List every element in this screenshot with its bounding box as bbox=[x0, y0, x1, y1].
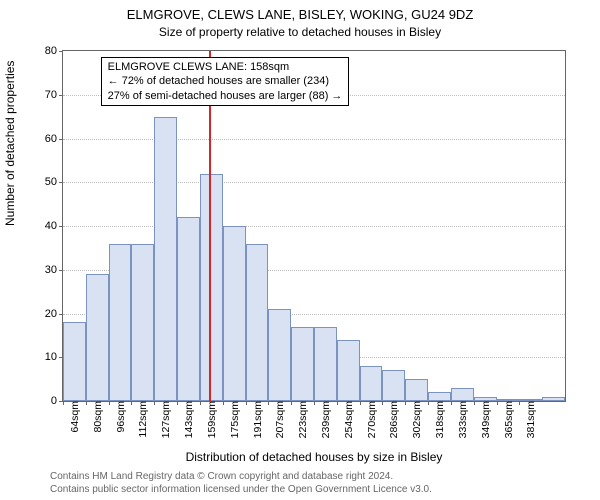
y-axis-label: Number of detached properties bbox=[3, 61, 17, 226]
annotation-line: ← 72% of detached houses are smaller (23… bbox=[108, 74, 343, 88]
histogram-bar bbox=[86, 274, 109, 401]
x-tick-mark bbox=[497, 401, 498, 405]
y-tick-label: 30 bbox=[45, 264, 63, 276]
x-tick-label: 318sqm bbox=[432, 401, 446, 438]
footer-line-1: Contains HM Land Registry data © Crown c… bbox=[50, 471, 570, 484]
gridline bbox=[63, 139, 565, 140]
histogram-bar bbox=[405, 379, 428, 401]
x-tick-mark bbox=[63, 401, 64, 405]
histogram-bar bbox=[268, 309, 291, 401]
histogram-bar bbox=[177, 217, 200, 401]
x-tick-mark bbox=[382, 401, 383, 405]
x-tick-label: 302sqm bbox=[409, 401, 423, 438]
x-tick-label: 159sqm bbox=[204, 401, 218, 438]
x-tick-label: 191sqm bbox=[250, 401, 264, 438]
x-tick-label: 207sqm bbox=[272, 401, 286, 438]
x-tick-mark bbox=[86, 401, 87, 405]
x-tick-mark bbox=[451, 401, 452, 405]
x-tick-label: 112sqm bbox=[135, 401, 149, 438]
x-tick-label: 349sqm bbox=[478, 401, 492, 438]
x-tick-mark bbox=[519, 401, 520, 405]
gridline bbox=[63, 182, 565, 183]
x-tick-label: 96sqm bbox=[113, 401, 127, 433]
x-tick-label: 143sqm bbox=[181, 401, 195, 438]
x-tick-mark bbox=[428, 401, 429, 405]
x-tick-mark bbox=[268, 401, 269, 405]
x-tick-mark bbox=[405, 401, 406, 405]
x-tick-mark bbox=[177, 401, 178, 405]
annotation-line: 27% of semi-detached houses are larger (… bbox=[108, 89, 343, 103]
annotation-box: ELMGROVE CLEWS LANE: 158sqm← 72% of deta… bbox=[101, 57, 350, 106]
histogram-bar bbox=[382, 370, 405, 401]
x-tick-mark bbox=[223, 401, 224, 405]
histogram-bar bbox=[337, 340, 360, 401]
histogram-bar bbox=[200, 174, 223, 402]
histogram-bar bbox=[542, 397, 565, 401]
histogram-bar bbox=[246, 244, 269, 402]
x-tick-label: 333sqm bbox=[455, 401, 469, 438]
histogram-bar bbox=[314, 327, 337, 401]
x-tick-label: 365sqm bbox=[501, 401, 515, 438]
x-tick-mark bbox=[131, 401, 132, 405]
x-tick-mark bbox=[337, 401, 338, 405]
histogram-bar bbox=[428, 392, 451, 401]
histogram-bar bbox=[131, 244, 154, 402]
gridline bbox=[63, 226, 565, 227]
histogram-bar bbox=[291, 327, 314, 401]
y-tick-label: 60 bbox=[45, 133, 63, 145]
x-tick-label: 127sqm bbox=[158, 401, 172, 438]
histogram-bar bbox=[360, 366, 383, 401]
y-tick-label: 80 bbox=[45, 45, 63, 57]
x-tick-label: 239sqm bbox=[318, 401, 332, 438]
histogram-bar bbox=[223, 226, 246, 401]
x-tick-label: 223sqm bbox=[295, 401, 309, 438]
histogram-bar bbox=[109, 244, 132, 402]
y-tick-label: 0 bbox=[51, 395, 63, 407]
footer-text: Contains HM Land Registry data © Crown c… bbox=[50, 471, 570, 496]
x-tick-label: 254sqm bbox=[341, 401, 355, 438]
histogram-bar bbox=[451, 388, 474, 401]
chart-title: ELMGROVE, CLEWS LANE, BISLEY, WOKING, GU… bbox=[0, 0, 600, 24]
y-tick-label: 10 bbox=[45, 351, 63, 363]
y-tick-label: 40 bbox=[45, 220, 63, 232]
x-axis-label: Distribution of detached houses by size … bbox=[62, 450, 566, 464]
x-tick-label: 286sqm bbox=[386, 401, 400, 438]
x-tick-label: 64sqm bbox=[67, 401, 81, 433]
x-tick-label: 80sqm bbox=[90, 401, 104, 433]
chart-container: ELMGROVE, CLEWS LANE, BISLEY, WOKING, GU… bbox=[0, 0, 600, 500]
x-tick-mark bbox=[109, 401, 110, 405]
x-tick-label: 270sqm bbox=[364, 401, 378, 438]
y-tick-label: 20 bbox=[45, 308, 63, 320]
y-tick-label: 50 bbox=[45, 176, 63, 188]
x-tick-mark bbox=[200, 401, 201, 405]
x-tick-mark bbox=[474, 401, 475, 405]
x-tick-mark bbox=[314, 401, 315, 405]
x-tick-mark bbox=[360, 401, 361, 405]
x-tick-mark bbox=[291, 401, 292, 405]
x-tick-label: 175sqm bbox=[227, 401, 241, 438]
annotation-line: ELMGROVE CLEWS LANE: 158sqm bbox=[108, 60, 343, 74]
plot-area: 0102030405060708064sqm80sqm96sqm112sqm12… bbox=[62, 50, 566, 402]
footer-line-2: Contains public sector information licen… bbox=[50, 484, 570, 497]
histogram-bar bbox=[63, 322, 86, 401]
x-tick-mark bbox=[154, 401, 155, 405]
x-tick-label: 381sqm bbox=[523, 401, 537, 438]
histogram-bar bbox=[154, 117, 177, 401]
x-tick-mark bbox=[246, 401, 247, 405]
chart-subtitle: Size of property relative to detached ho… bbox=[0, 24, 600, 39]
y-tick-label: 70 bbox=[45, 89, 63, 101]
